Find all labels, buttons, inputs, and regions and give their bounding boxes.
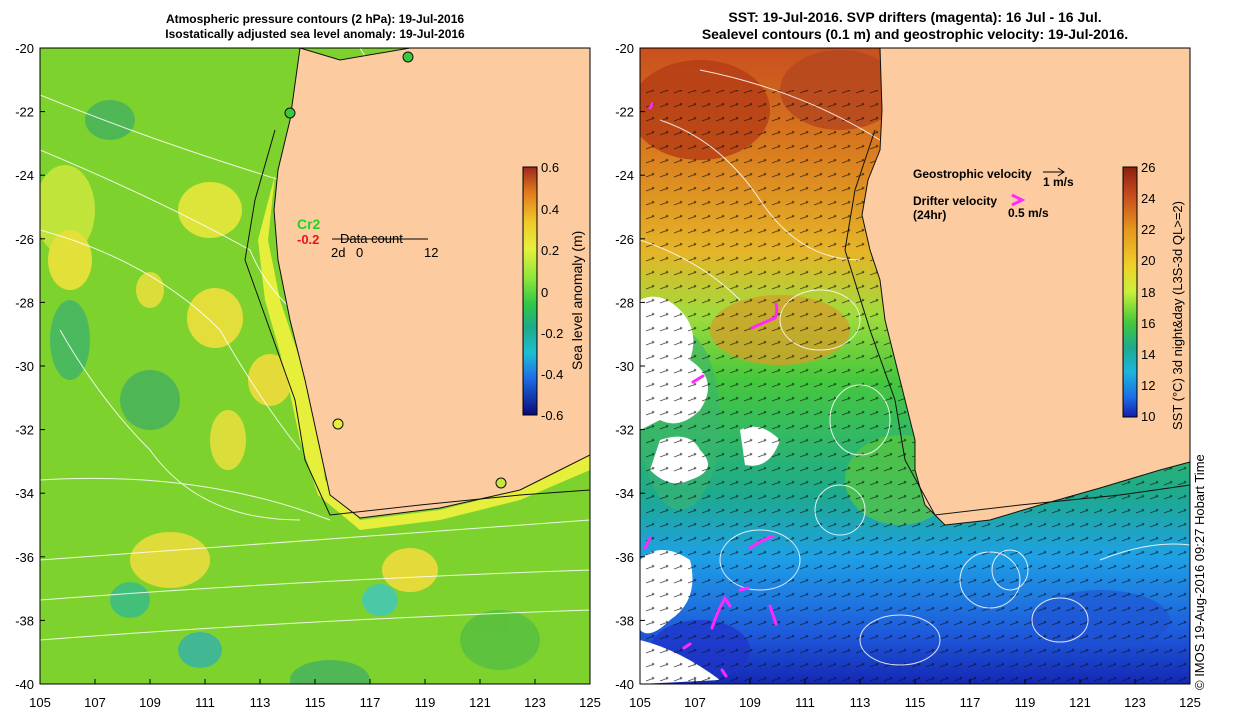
left-y-tick-label: -30 bbox=[15, 359, 34, 374]
svg-text:16: 16 bbox=[1141, 316, 1155, 331]
land-mass bbox=[861, 48, 1190, 526]
right-y-tick-label: -38 bbox=[615, 613, 634, 628]
station-marker bbox=[284, 107, 296, 119]
right-title-line1: SST: 19-Jul-2016. SVP drifters (magenta)… bbox=[728, 9, 1102, 25]
svg-text:0: 0 bbox=[541, 285, 548, 300]
left-x-tick-label: 113 bbox=[250, 695, 271, 710]
left-x-tick-label: 107 bbox=[84, 695, 106, 710]
geo-velocity-arrow-icon bbox=[1043, 167, 1065, 177]
left-x-tick-label: 109 bbox=[139, 695, 161, 710]
left-y-tick-label: -28 bbox=[15, 295, 34, 310]
svg-text:10: 10 bbox=[1141, 409, 1155, 424]
left-x-tick-label: 117 bbox=[360, 695, 381, 710]
right-y-tick-label: -30 bbox=[615, 359, 634, 374]
right-x-tick-label: 117 bbox=[960, 695, 981, 710]
sla-colorbar-ticks: 0.6 0.4 0.2 0 -0.2 -0.4 -0.6 bbox=[541, 160, 563, 423]
right-y-tick-label: -36 bbox=[615, 550, 634, 565]
svg-text:0.6: 0.6 bbox=[541, 160, 559, 175]
right-x-tick-label: 123 bbox=[1124, 695, 1146, 710]
sla-colorbar bbox=[522, 166, 538, 416]
svg-text:24: 24 bbox=[1141, 191, 1155, 206]
svg-text:-0.6: -0.6 bbox=[541, 408, 563, 423]
left-title-line2: Isostatically adjusted sea level anomaly… bbox=[165, 27, 465, 41]
svg-text:18: 18 bbox=[1141, 285, 1155, 300]
left-y-tick-label: -32 bbox=[15, 423, 34, 438]
left-y-tick-label: -38 bbox=[15, 613, 34, 628]
sla-colorbar-label: Sea level anomaly (m) bbox=[569, 231, 585, 370]
right-y-tick-label: -22 bbox=[615, 105, 634, 120]
right-map bbox=[640, 48, 1190, 684]
left-x-tick-label: 115 bbox=[305, 695, 326, 710]
right-x-tick-label: 119 bbox=[1015, 695, 1036, 710]
left-x-tick-label: 123 bbox=[524, 695, 546, 710]
svg-text:0.2: 0.2 bbox=[541, 243, 559, 258]
land-mass bbox=[273, 48, 590, 519]
left-x-tick-label: 125 bbox=[579, 695, 601, 710]
sst-colorbar-label: SST (°C) 3d night&day (L3S-3d QL>=2) bbox=[1170, 201, 1185, 430]
right-x-tick-label: 109 bbox=[739, 695, 761, 710]
right-y-tick-label: -28 bbox=[615, 295, 634, 310]
drifter-label-line2: (24hr) bbox=[913, 208, 946, 222]
svg-text:26: 26 bbox=[1141, 160, 1155, 175]
drifter-arrow-icon bbox=[1011, 193, 1026, 207]
geo-velocity-label: Geostrophic velocity bbox=[913, 167, 1032, 181]
left-title-line1: Atmospheric pressure contours (2 hPa): 1… bbox=[165, 12, 465, 26]
right-x-tick-label: 113 bbox=[850, 695, 871, 710]
right-y-tick-label: -32 bbox=[615, 423, 634, 438]
left-y-tick-label: -24 bbox=[15, 168, 34, 183]
station-marker bbox=[402, 51, 414, 63]
left-y-tick-label: -34 bbox=[15, 486, 34, 501]
svg-text:-0.4: -0.4 bbox=[541, 367, 563, 382]
left-y-tick-label: -36 bbox=[15, 550, 34, 565]
left-y-tick-label: -26 bbox=[15, 232, 34, 247]
copyright-credit: © IMOS 19-Aug-2016 09:27 Hobart Time bbox=[1192, 454, 1207, 690]
station-marker bbox=[495, 477, 507, 489]
data-count-label-2d: 2d bbox=[331, 245, 345, 260]
geo-velocity-scale: 1 m/s bbox=[1043, 175, 1074, 189]
svg-text:20: 20 bbox=[1141, 253, 1155, 268]
left-x-tick-label: 105 bbox=[29, 695, 51, 710]
right-x-tick-label: 125 bbox=[1179, 695, 1201, 710]
svg-text:-0.2: -0.2 bbox=[541, 326, 563, 341]
left-map bbox=[40, 48, 590, 684]
left-x-tick-label: 121 bbox=[469, 695, 491, 710]
left-y-tick-label: -20 bbox=[15, 41, 34, 56]
station-label-cr2: Cr2 bbox=[297, 216, 321, 232]
right-title-line2: Sealevel contours (0.1 m) and geostrophi… bbox=[701, 26, 1129, 42]
left-x-tick-label: 119 bbox=[415, 695, 436, 710]
drifter-scale: 0.5 m/s bbox=[1008, 206, 1049, 220]
right-y-tick-label: -40 bbox=[615, 677, 634, 692]
right-x-tick-label: 105 bbox=[629, 695, 651, 710]
right-y-tick-label: -34 bbox=[615, 486, 634, 501]
station-marker bbox=[332, 418, 344, 430]
svg-text:22: 22 bbox=[1141, 222, 1155, 237]
data-count-label-12: 12 bbox=[424, 245, 438, 260]
station-value: -0.2 bbox=[297, 232, 319, 247]
right-y-tick-label: -24 bbox=[615, 168, 634, 183]
left-panel-title: Atmospheric pressure contours (2 hPa): 1… bbox=[40, 12, 590, 42]
sst-colorbar-ticks: 26 24 22 20 18 16 14 12 10 bbox=[1141, 160, 1155, 424]
right-x-tick-label: 107 bbox=[684, 695, 706, 710]
sst-colorbar bbox=[1122, 166, 1138, 418]
left-y-tick-label: -22 bbox=[15, 105, 34, 120]
svg-text:12: 12 bbox=[1141, 378, 1155, 393]
drifter-tracks bbox=[643, 102, 779, 678]
right-x-tick-label: 111 bbox=[795, 695, 815, 710]
data-count-label-0: 0 bbox=[356, 245, 363, 260]
left-y-tick-label: -40 bbox=[15, 677, 34, 692]
svg-text:14: 14 bbox=[1141, 347, 1155, 362]
drifter-label-line1: Drifter velocity bbox=[913, 194, 997, 208]
right-x-tick-label: 115 bbox=[905, 695, 926, 710]
right-x-tick-label: 121 bbox=[1069, 695, 1091, 710]
sealevel-contours bbox=[640, 69, 1190, 666]
left-x-tick-label: 111 bbox=[195, 695, 215, 710]
sla-blobs bbox=[40, 100, 540, 684]
right-panel-title: SST: 19-Jul-2016. SVP drifters (magenta)… bbox=[640, 9, 1190, 43]
right-y-tick-label: -26 bbox=[615, 232, 634, 247]
svg-text:0.4: 0.4 bbox=[541, 202, 559, 217]
right-y-tick-label: -20 bbox=[615, 41, 634, 56]
axes: -20 -22 -24 -26 -28 -30 -32 -34 -36 -38 -40 105 107 1… bbox=[15, 41, 1201, 710]
